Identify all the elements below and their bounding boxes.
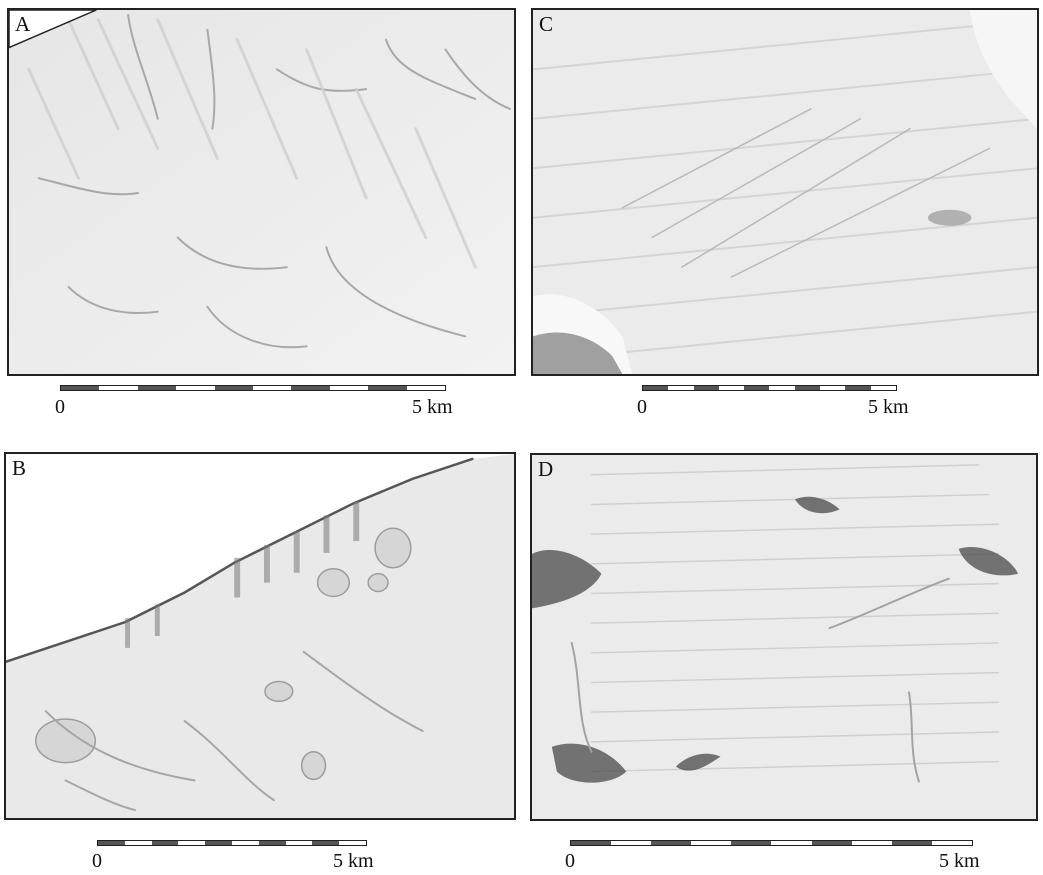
scale-bar — [60, 385, 446, 391]
scale-zero-label: 0 — [565, 850, 575, 872]
panel-b-image — [6, 454, 514, 818]
panel-c-scale: 0 5 km — [637, 385, 909, 425]
panel-d-image — [532, 455, 1036, 819]
scale-end-label: 5 km — [939, 850, 980, 872]
scale-bar — [642, 385, 897, 391]
panel-a-image — [9, 10, 514, 374]
scale-zero-label: 0 — [55, 396, 65, 418]
panel-b-scale: 0 5 km — [92, 840, 374, 875]
panel-b: B — [4, 452, 516, 820]
panel-d: D — [530, 453, 1038, 821]
scale-end-label: 5 km — [333, 850, 374, 872]
panel-a: A — [7, 8, 516, 376]
scale-zero-label: 0 — [637, 396, 647, 418]
panel-d-label: D — [538, 457, 554, 481]
panel-d-scale: 0 5 km — [565, 840, 980, 875]
panel-a-scale: 0 5 km — [55, 385, 453, 425]
panel-b-label: B — [12, 456, 27, 480]
panel-a-label: A — [15, 12, 31, 36]
panel-c-label: C — [539, 12, 554, 36]
scale-end-label: 5 km — [868, 396, 909, 418]
panel-c-image — [533, 10, 1037, 374]
scale-zero-label: 0 — [92, 850, 102, 872]
panel-c: C — [531, 8, 1039, 376]
scale-bar — [97, 840, 367, 846]
scale-bar — [570, 840, 973, 846]
scale-end-label: 5 km — [412, 396, 453, 418]
